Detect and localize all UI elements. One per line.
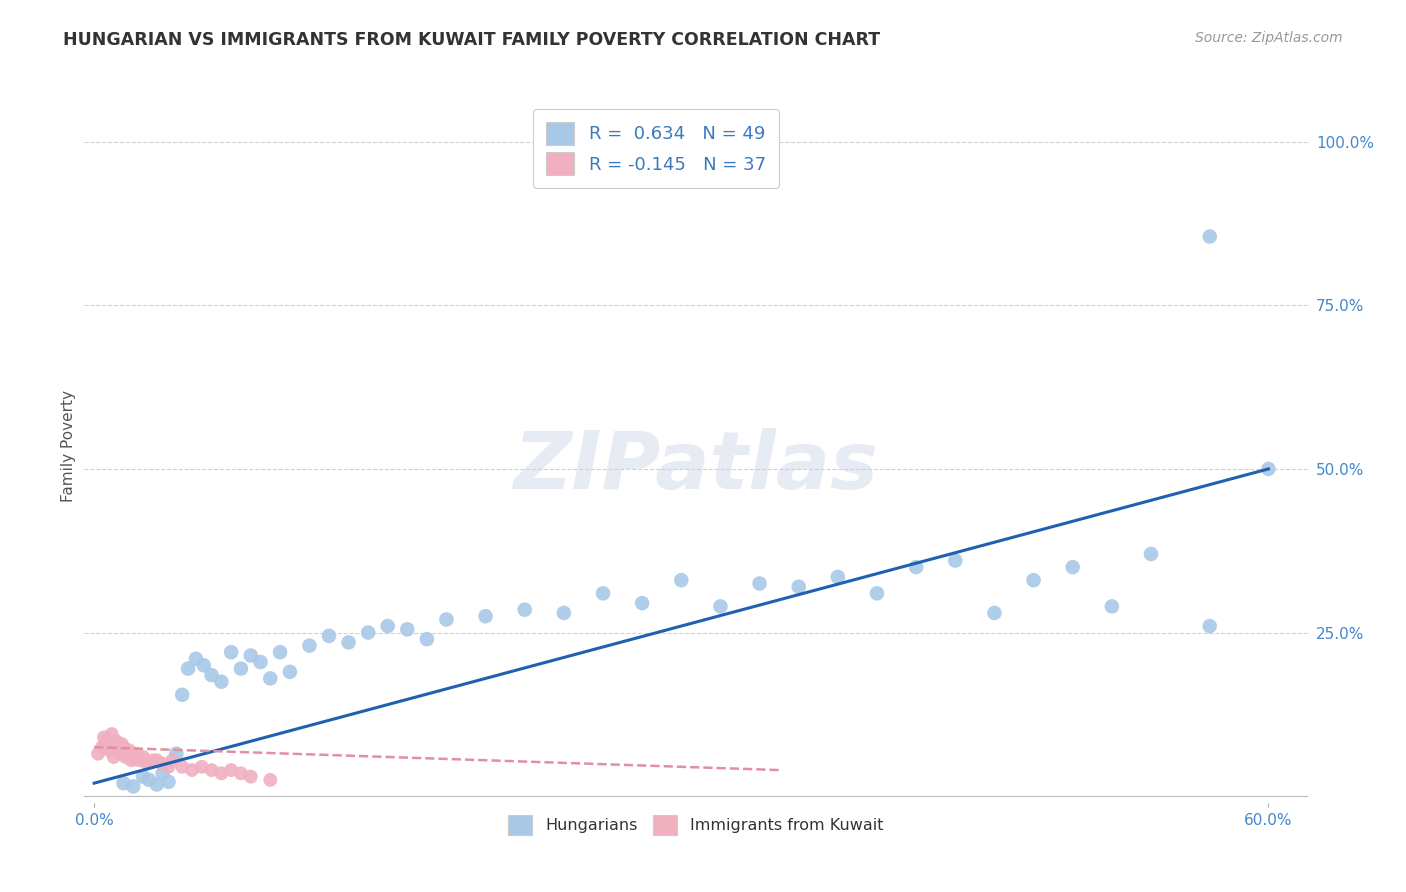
Point [127,750,149,764]
Point [787,580,810,594]
Point [1198,619,1220,633]
Point [377,619,399,633]
Point [943,553,966,567]
Point [1022,573,1045,587]
Point [209,766,232,780]
Point [181,763,204,777]
Point [157,775,180,789]
Point [110,737,132,751]
Point [671,573,693,587]
Point [146,753,169,767]
Point [184,652,207,666]
Point [474,609,496,624]
Point [114,750,136,764]
Point [983,606,1005,620]
Point [209,674,232,689]
Point [709,599,731,614]
Point [269,645,291,659]
Point [112,776,135,790]
Point [229,662,252,676]
Point [118,743,141,757]
Point [177,662,200,676]
Point [165,747,187,761]
Point [191,760,214,774]
Point [513,602,536,616]
Point [1140,547,1163,561]
Point [259,772,281,787]
Point [117,747,139,761]
Point [103,750,125,764]
Point [172,688,194,702]
Point [436,612,458,626]
Point [98,743,121,757]
Legend: Hungarians, Immigrants from Kuwait: Hungarians, Immigrants from Kuwait [502,809,890,841]
Point [1062,560,1084,574]
Point [553,606,575,620]
Point [108,747,131,761]
Point [107,740,129,755]
Point [136,756,159,771]
Point [87,747,110,761]
Point [866,586,889,600]
Point [827,570,849,584]
Point [152,756,174,771]
Point [100,727,122,741]
Text: Source: ZipAtlas.com: Source: ZipAtlas.com [1195,31,1343,45]
Point [142,753,165,767]
Point [1198,229,1220,244]
Point [132,770,155,784]
Point [172,760,194,774]
Point [157,760,180,774]
Point [200,763,222,777]
Point [120,753,142,767]
Point [229,766,252,780]
Point [337,635,360,649]
Point [124,747,146,761]
Y-axis label: Family Poverty: Family Poverty [60,390,76,502]
Point [162,753,184,767]
Point [249,655,271,669]
Text: ZIPatlas: ZIPatlas [513,428,879,507]
Point [112,740,135,755]
Point [278,665,301,679]
Point [1257,462,1279,476]
Point [259,672,281,686]
Point [592,586,614,600]
Point [91,740,114,755]
Point [219,645,242,659]
Point [128,753,150,767]
Point [132,750,155,764]
Point [146,777,169,791]
Point [152,766,174,780]
Point [239,770,262,784]
Point [396,623,419,637]
Point [219,763,242,777]
Point [298,639,321,653]
Point [97,733,120,747]
Point [357,625,380,640]
Point [93,731,115,745]
Point [905,560,928,574]
Point [748,576,770,591]
Point [122,750,145,764]
Point [318,629,340,643]
Point [631,596,654,610]
Point [239,648,262,663]
Point [1101,599,1123,614]
Point [200,668,222,682]
Point [104,733,127,747]
Text: HUNGARIAN VS IMMIGRANTS FROM KUWAIT FAMILY POVERTY CORRELATION CHART: HUNGARIAN VS IMMIGRANTS FROM KUWAIT FAMI… [63,31,880,49]
Point [138,772,160,787]
Point [94,737,117,751]
Point [122,780,145,794]
Point [193,658,215,673]
Point [416,632,439,647]
